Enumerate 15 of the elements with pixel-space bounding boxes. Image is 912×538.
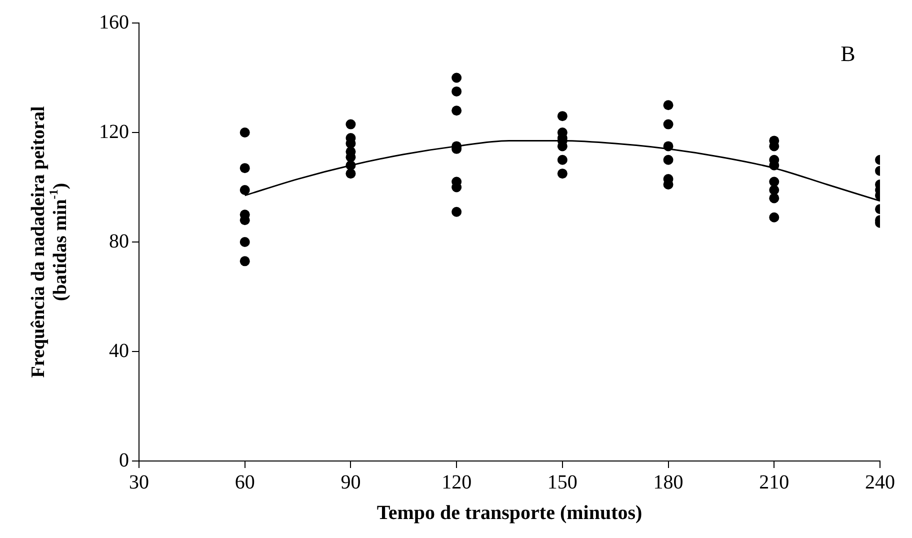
x-axis-title: Tempo de transporte (minutos) xyxy=(376,502,642,524)
x-tick-label: 150 xyxy=(547,471,578,494)
y-tick-label: 0 xyxy=(119,449,129,472)
x-tick-label: 180 xyxy=(653,471,684,494)
y-tick-label: 40 xyxy=(109,340,129,362)
x-tick-label: 60 xyxy=(234,471,255,494)
x-tick-label: 120 xyxy=(442,471,472,494)
x-tick-label: 30 xyxy=(129,471,149,494)
x-tick-label: 90 xyxy=(340,471,361,494)
x-tick-label: 240 xyxy=(865,471,895,494)
y-tick-label: 80 xyxy=(109,230,129,252)
annotation: B xyxy=(840,40,856,66)
y-tick-label: 120 xyxy=(99,120,129,143)
y-tick-label: 160 xyxy=(99,11,129,34)
x-tick-label: 210 xyxy=(759,471,790,494)
